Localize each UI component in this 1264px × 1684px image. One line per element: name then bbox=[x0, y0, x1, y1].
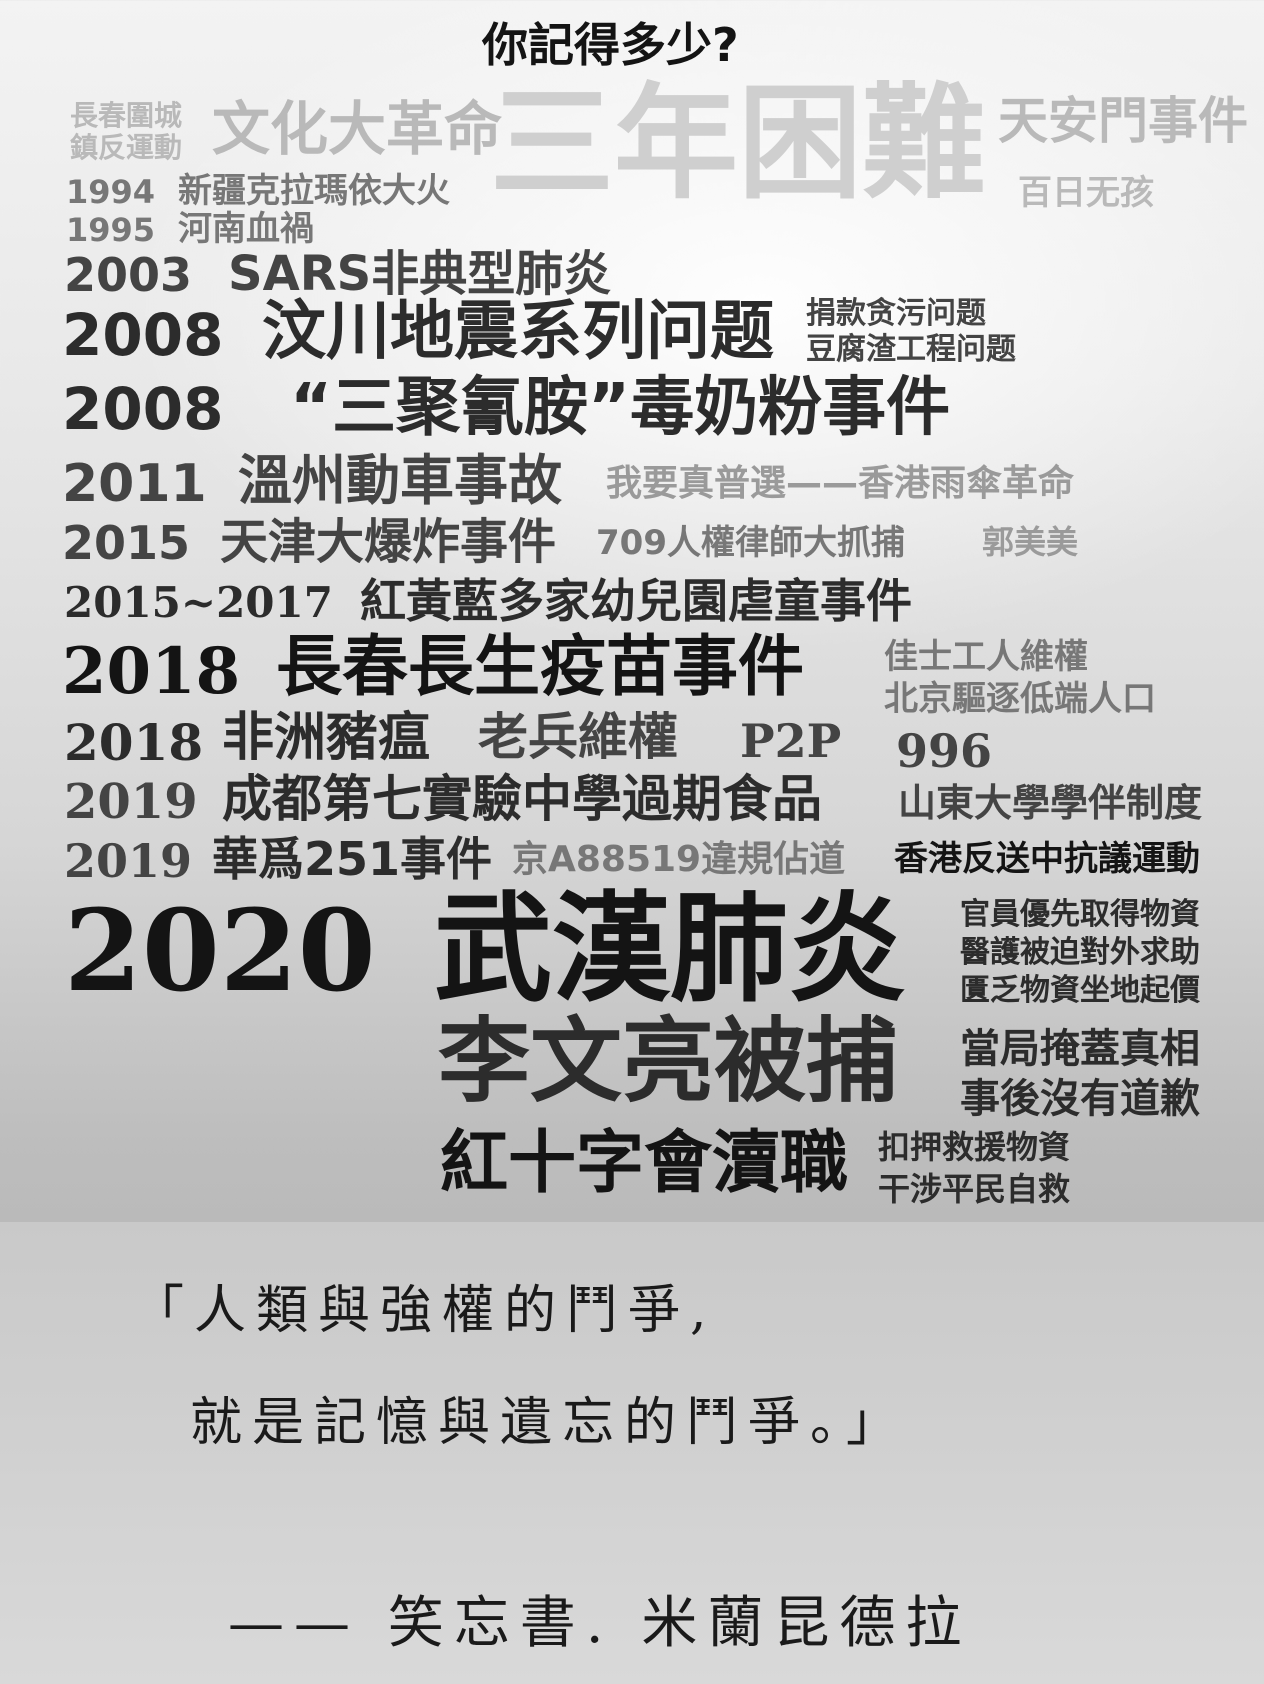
event-year: 2008 bbox=[62, 375, 224, 443]
event-year: 2018 bbox=[64, 713, 204, 772]
side-note: 當局掩蓋真相 bbox=[960, 1026, 1200, 1072]
event-extra: 山東大學學伴制度 bbox=[898, 781, 1203, 825]
quote-line-2: 就是記憶與遺忘的鬥爭。」 bbox=[190, 1393, 909, 1453]
event-extra: 老兵維權 bbox=[478, 708, 678, 766]
event-extra: 709人權律師大抓捕 bbox=[596, 523, 905, 563]
covid-main-1: 武漢肺炎 bbox=[434, 880, 907, 1018]
event-text: 長春長生疫苗事件 bbox=[276, 628, 804, 705]
event-year: 1994 bbox=[66, 173, 156, 211]
side-note: 干涉平民自救 bbox=[878, 1170, 1071, 1208]
event-year: 2019 bbox=[64, 774, 198, 830]
event-year: 2018 bbox=[62, 634, 241, 709]
event-extra: P2P bbox=[740, 714, 842, 768]
side-note: 醫護被迫對外求助 bbox=[960, 935, 1200, 970]
event-side-notes: 捐款贪污问题 豆腐渣工程问题 bbox=[806, 296, 1016, 368]
event-text: 華爲251事件 bbox=[212, 832, 493, 886]
side-note: 豆腐渣工程问题 bbox=[806, 332, 1016, 367]
event-year: 2008 bbox=[62, 301, 224, 369]
covid-main-2: 李文亮被捕 bbox=[438, 1008, 899, 1115]
event-text: 非洲豬瘟 bbox=[222, 708, 431, 768]
event-text: 成都第七實驗中學過期食品 bbox=[222, 770, 822, 828]
event-text: 河南血禍 bbox=[178, 209, 314, 249]
event-text: 溫州動車事故 bbox=[238, 449, 562, 512]
quote-attribution: —— 笑忘書. 米蘭昆德拉 bbox=[228, 1591, 972, 1656]
top-word: 天安門事件 bbox=[998, 92, 1248, 150]
event-text: 新疆克拉瑪依大火 bbox=[178, 171, 450, 211]
event-year: 2011 bbox=[62, 454, 207, 514]
event-extra: 京A88519違規佔道 bbox=[512, 839, 846, 880]
event-text: “三聚氰胺”毒奶粉事件 bbox=[290, 371, 951, 445]
top-word-cluster-left: 長春圍城 鎮反運動 bbox=[70, 100, 182, 164]
top-word: 長春圍城 bbox=[70, 99, 183, 132]
side-note: 捐款贪污问题 bbox=[806, 296, 986, 331]
side-note: 佳士工人維權 bbox=[884, 637, 1088, 677]
event-side-notes: 佳士工人維權 北京驅逐低端人口 bbox=[884, 636, 1156, 720]
side-note: 北京驅逐低端人口 bbox=[884, 679, 1156, 719]
event-text: 汶川地震系列问题 bbox=[262, 295, 774, 369]
event-extra: 香港反送中抗議運動 bbox=[894, 839, 1200, 879]
covid-year: 2020 bbox=[64, 886, 376, 1017]
event-extra: 我要真普選——香港雨傘革命 bbox=[606, 463, 1075, 504]
event-extra: 996 bbox=[896, 724, 993, 778]
event-text: 天津大爆炸事件 bbox=[220, 514, 557, 570]
covid-side-3: 扣押救援物資 干涉平民自救 bbox=[878, 1126, 1070, 1210]
event-year: 2015~2017 bbox=[64, 578, 333, 627]
event-year: 2019 bbox=[64, 834, 193, 888]
side-note: 官員優先取得物資 bbox=[960, 897, 1200, 932]
side-note: 匱乏物資坐地起價 bbox=[960, 973, 1200, 1008]
top-word: 文化大革命 bbox=[212, 95, 503, 163]
top-word: 鎮反運動 bbox=[70, 131, 183, 164]
event-year: 2015 bbox=[62, 516, 191, 570]
event-extra: 郭美美 bbox=[982, 523, 1079, 561]
quote-band bbox=[0, 1222, 1264, 1684]
top-word-large: 三年困難 bbox=[490, 72, 987, 216]
quote-line-1: 「人類與強權的鬥爭, bbox=[132, 1281, 717, 1341]
covid-side-2: 當局掩蓋真相 事後沒有道歉 bbox=[960, 1024, 1200, 1124]
event-text: SARS非典型肺炎 bbox=[228, 246, 612, 302]
page-title: 你記得多少? bbox=[482, 18, 739, 72]
event-text: 紅黃藍多家幼兒園虐童事件 bbox=[360, 574, 912, 628]
covid-side-1: 官員優先取得物資 醫護被迫對外求助 匱乏物資坐地起價 bbox=[960, 896, 1200, 1010]
covid-main-3: 紅十字會瀆職 bbox=[440, 1124, 849, 1203]
event-year: 1995 bbox=[66, 211, 156, 249]
top-word: 百日无孩 bbox=[1018, 173, 1154, 213]
side-note: 事後沒有道歉 bbox=[960, 1076, 1200, 1122]
side-note: 扣押救援物資 bbox=[878, 1128, 1071, 1166]
event-year: 2003 bbox=[64, 248, 193, 302]
